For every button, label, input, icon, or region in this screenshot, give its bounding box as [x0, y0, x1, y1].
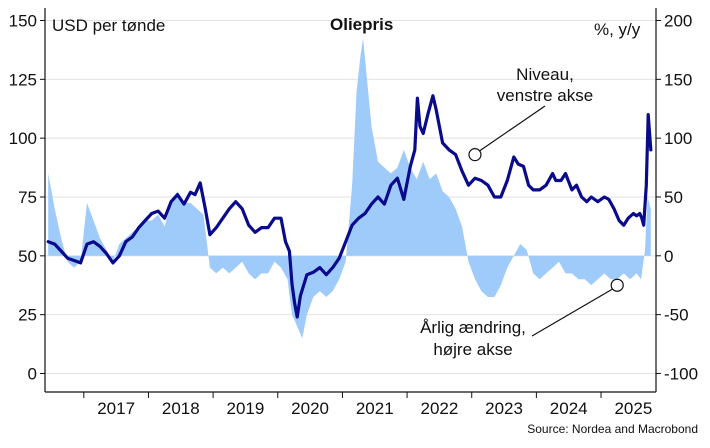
x-tick-label: 2018 [162, 399, 200, 418]
right-tick-label: 50 [664, 188, 683, 207]
right-tick-label: 100 [664, 129, 692, 148]
annual-change-area [48, 38, 651, 339]
annotation-level-label-2: venstre akse [497, 86, 593, 105]
annotation-change-label-2: højre akse [433, 340, 512, 359]
left-tick-label: 125 [9, 70, 37, 89]
series-annual-change [48, 38, 651, 339]
left-tick-label: 75 [18, 188, 37, 207]
left-tick-label: 0 [28, 365, 37, 384]
right-tick-label: 200 [664, 12, 692, 31]
left-tick-label: 25 [18, 306, 37, 325]
source-note: Source: Nordea and Macrobond [527, 422, 698, 436]
x-tick-label: 2024 [550, 399, 588, 418]
annotation-level-label-1: Niveau, [516, 65, 574, 84]
x-tick-label: 2022 [420, 399, 458, 418]
gridlines [45, 20, 656, 374]
x-tick-label: 2017 [97, 399, 135, 418]
right-tick-label: 0 [664, 247, 673, 266]
annotation-marker [610, 278, 624, 292]
axes [40, 8, 661, 398]
right-tick-label: -100 [664, 364, 698, 383]
x-tick-label: 2020 [291, 399, 329, 418]
chart-title: Oliepris [330, 15, 393, 34]
x-tick-label: 2025 [614, 399, 652, 418]
tick-labels: 0 25 50 75 100 125 150 -100 -50 0 50 100 150 200 2017 2… [9, 12, 698, 419]
annotation-marker [468, 148, 482, 162]
price-level-line [46, 94, 653, 319]
x-tick-label: 2019 [227, 399, 265, 418]
left-tick-label: 150 [9, 12, 37, 31]
right-axis-label: %, y/y [594, 20, 641, 39]
right-tick-label: 150 [664, 70, 692, 89]
series-price-level [46, 94, 653, 319]
annotation-leader [531, 288, 613, 337]
x-tick-label: 2021 [356, 399, 394, 418]
annotations: Niveau, venstre akse Årlig ændring, højre a… [420, 65, 624, 359]
annotation-leader [479, 105, 546, 152]
x-tick-label: 2023 [485, 399, 523, 418]
left-tick-label: 100 [9, 129, 37, 148]
left-axis-label: USD per tønde [52, 16, 165, 35]
right-tick-label: -50 [664, 306, 689, 325]
annotation-change-label-1: Årlig ændring, [420, 318, 526, 337]
left-tick-label: 50 [18, 247, 37, 266]
